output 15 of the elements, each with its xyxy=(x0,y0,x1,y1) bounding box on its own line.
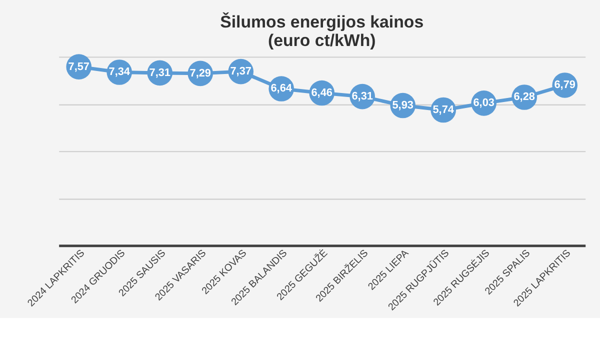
data-label: 6,46 xyxy=(311,86,332,99)
data-label: 7,34 xyxy=(108,66,130,78)
data-label: 7,57 xyxy=(68,60,90,73)
data-label: 6,28 xyxy=(514,91,535,104)
data-label: 6,79 xyxy=(554,79,576,92)
data-label: 6,31 xyxy=(352,90,373,103)
data-label: 5,93 xyxy=(392,100,414,112)
data-label: 6,03 xyxy=(473,97,494,110)
text: Šilumos energijos kainos xyxy=(220,12,424,32)
data-label: 7,31 xyxy=(149,66,170,79)
data-label: 5,74 xyxy=(432,104,454,116)
data-label: 6,64 xyxy=(270,82,292,95)
data-label: 7,37 xyxy=(230,66,252,78)
data-label: 7,29 xyxy=(190,67,211,80)
text: (euro ct/kWh) xyxy=(268,31,376,50)
